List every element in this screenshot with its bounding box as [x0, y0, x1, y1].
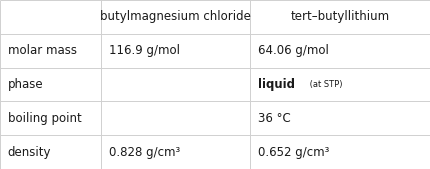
Text: boiling point: boiling point — [8, 112, 81, 125]
Text: (at STP): (at STP) — [307, 80, 342, 89]
Text: 0.828 g/cm³: 0.828 g/cm³ — [109, 146, 180, 159]
Text: phase: phase — [8, 78, 43, 91]
Text: 36 °C: 36 °C — [257, 112, 290, 125]
Text: tert–butyllithium: tert–butyllithium — [290, 10, 389, 23]
Text: liquid: liquid — [257, 78, 294, 91]
Text: butylmagnesium chloride: butylmagnesium chloride — [100, 10, 251, 23]
Text: molar mass: molar mass — [8, 44, 77, 57]
Text: 116.9 g/mol: 116.9 g/mol — [109, 44, 180, 57]
Text: 0.652 g/cm³: 0.652 g/cm³ — [257, 146, 329, 159]
Text: density: density — [8, 146, 51, 159]
Text: 64.06 g/mol: 64.06 g/mol — [257, 44, 328, 57]
